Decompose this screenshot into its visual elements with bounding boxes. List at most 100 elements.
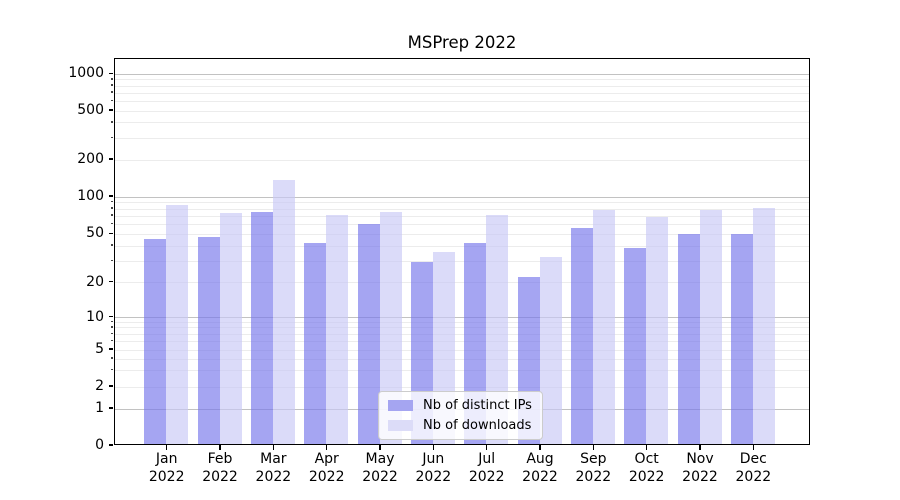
gridline-80	[115, 208, 809, 210]
gridline-90	[115, 202, 809, 204]
y-tick-1	[108, 407, 114, 409]
gridline-3	[115, 370, 809, 372]
y-minortick-80	[110, 207, 114, 209]
y-minortick-30	[110, 259, 114, 261]
y-tick-2	[108, 385, 114, 387]
gridline-20	[115, 282, 809, 284]
x-tick-sep	[592, 445, 595, 450]
bar-distinct-ips-sep	[571, 227, 594, 444]
legend-swatch-distinct-ips	[388, 399, 413, 411]
bar-downloads-dec	[753, 208, 776, 444]
y-tick-label-5: 5	[95, 341, 104, 357]
y-tick-label-500: 500	[77, 102, 104, 118]
y-minortick-70	[110, 214, 114, 216]
y-minortick-9	[110, 320, 114, 323]
y-minortick-7	[110, 332, 114, 334]
legend: Nb of distinct IPs Nb of downloads	[378, 391, 543, 440]
y-minortick-3	[110, 368, 114, 371]
y-tick-label-50: 50	[86, 225, 104, 242]
y-minortick-700	[110, 91, 114, 93]
gridline-700	[115, 92, 809, 94]
x-tick-mar	[272, 445, 275, 450]
x-tick-jan	[166, 445, 168, 450]
gridline-300	[115, 137, 809, 139]
x-tick-label-jun: Jun 2022	[415, 451, 452, 485]
y-minortick-8	[110, 326, 114, 328]
legend-label-distinct-ips: Nb of distinct IPs	[423, 397, 532, 413]
y-tick-label-10: 10	[86, 308, 104, 325]
y-tick-label-100: 100	[77, 188, 104, 204]
gridline-500	[115, 110, 809, 112]
bar-downloads-apr	[326, 214, 349, 444]
gridline-2	[115, 386, 809, 388]
y-tick-200	[108, 158, 114, 160]
x-tick-nov	[699, 445, 701, 450]
x-tick-label-feb: Feb 2022	[202, 451, 238, 485]
gridline-7	[115, 333, 809, 335]
x-tick-label-jan: Jan 2022	[148, 451, 185, 485]
x-tick-label-apr: Apr 2022	[308, 451, 345, 485]
gridline-50	[115, 233, 809, 235]
gridline-800	[115, 85, 809, 87]
gridline-1000	[115, 73, 809, 75]
y-tick-0	[108, 444, 114, 446]
gridline-4	[115, 358, 809, 360]
y-tick-label-2: 2	[95, 378, 104, 394]
y-minortick-90	[110, 200, 114, 203]
legend-item-distinct-ips: Nb of distinct IPs	[388, 397, 532, 413]
gridline-8	[115, 327, 809, 329]
y-minortick-400	[110, 121, 114, 123]
y-minortick-600	[110, 99, 114, 102]
y-tick-label-1000: 1000	[68, 65, 104, 82]
chart-title: MSPrep 2022	[407, 33, 517, 52]
gridline-5	[115, 349, 809, 351]
bar-downloads-aug	[539, 257, 562, 444]
gridline-400	[115, 122, 809, 124]
x-tick-jun	[432, 445, 435, 450]
bar-downloads-nov	[699, 209, 722, 444]
legend-label-downloads: Nb of downloads	[423, 417, 532, 433]
y-tick-label-20: 20	[86, 273, 104, 290]
x-tick-aug	[539, 445, 541, 450]
x-tick-label-oct: Oct 2022	[628, 451, 665, 485]
x-tick-jul	[485, 445, 488, 450]
legend-swatch-downloads	[388, 419, 413, 431]
gridline-600	[115, 100, 809, 102]
bar-distinct-ips-apr	[304, 242, 327, 444]
y-tick-label-0: 0	[95, 437, 104, 453]
y-tick-500	[108, 109, 114, 111]
x-tick-label-sep: Sep 2022	[575, 451, 612, 485]
x-tick-label-aug: Aug 2022	[522, 451, 558, 485]
x-tick-apr	[325, 445, 328, 450]
gridline-200	[115, 159, 809, 161]
x-tick-label-nov: Nov 2022	[682, 451, 718, 485]
plot-area: Nb of distinct IPs Nb of downloads	[114, 58, 810, 445]
bar-distinct-ips-feb	[197, 236, 220, 444]
legend-item-downloads: Nb of downloads	[388, 417, 532, 433]
y-tick-1000	[108, 72, 114, 74]
y-tick-label-200: 200	[77, 151, 104, 167]
y-minortick-800	[110, 84, 114, 86]
gridline-10	[115, 317, 809, 318]
x-tick-feb	[219, 445, 221, 450]
x-tick-may	[379, 445, 381, 450]
bar-downloads-mar	[273, 180, 296, 444]
gridline-9	[115, 321, 809, 323]
gridline-900	[115, 79, 809, 81]
gridline-60	[115, 223, 809, 225]
y-tick-100	[108, 195, 114, 197]
bar-distinct-ips-oct	[624, 248, 647, 444]
y-minortick-60	[110, 222, 114, 225]
y-tick-label-1: 1	[95, 400, 104, 416]
y-tick-10	[108, 315, 114, 318]
gridline-100	[115, 196, 809, 198]
bar-distinct-ips-nov	[677, 233, 700, 444]
y-tick-5	[108, 348, 114, 350]
bar-downloads-may	[379, 211, 402, 444]
y-minortick-4	[110, 357, 114, 359]
bar-distinct-ips-may	[357, 223, 380, 444]
x-tick-dec	[752, 445, 755, 450]
bar-downloads-oct	[646, 217, 669, 444]
x-tick-label-mar: Mar 2022	[255, 451, 292, 485]
